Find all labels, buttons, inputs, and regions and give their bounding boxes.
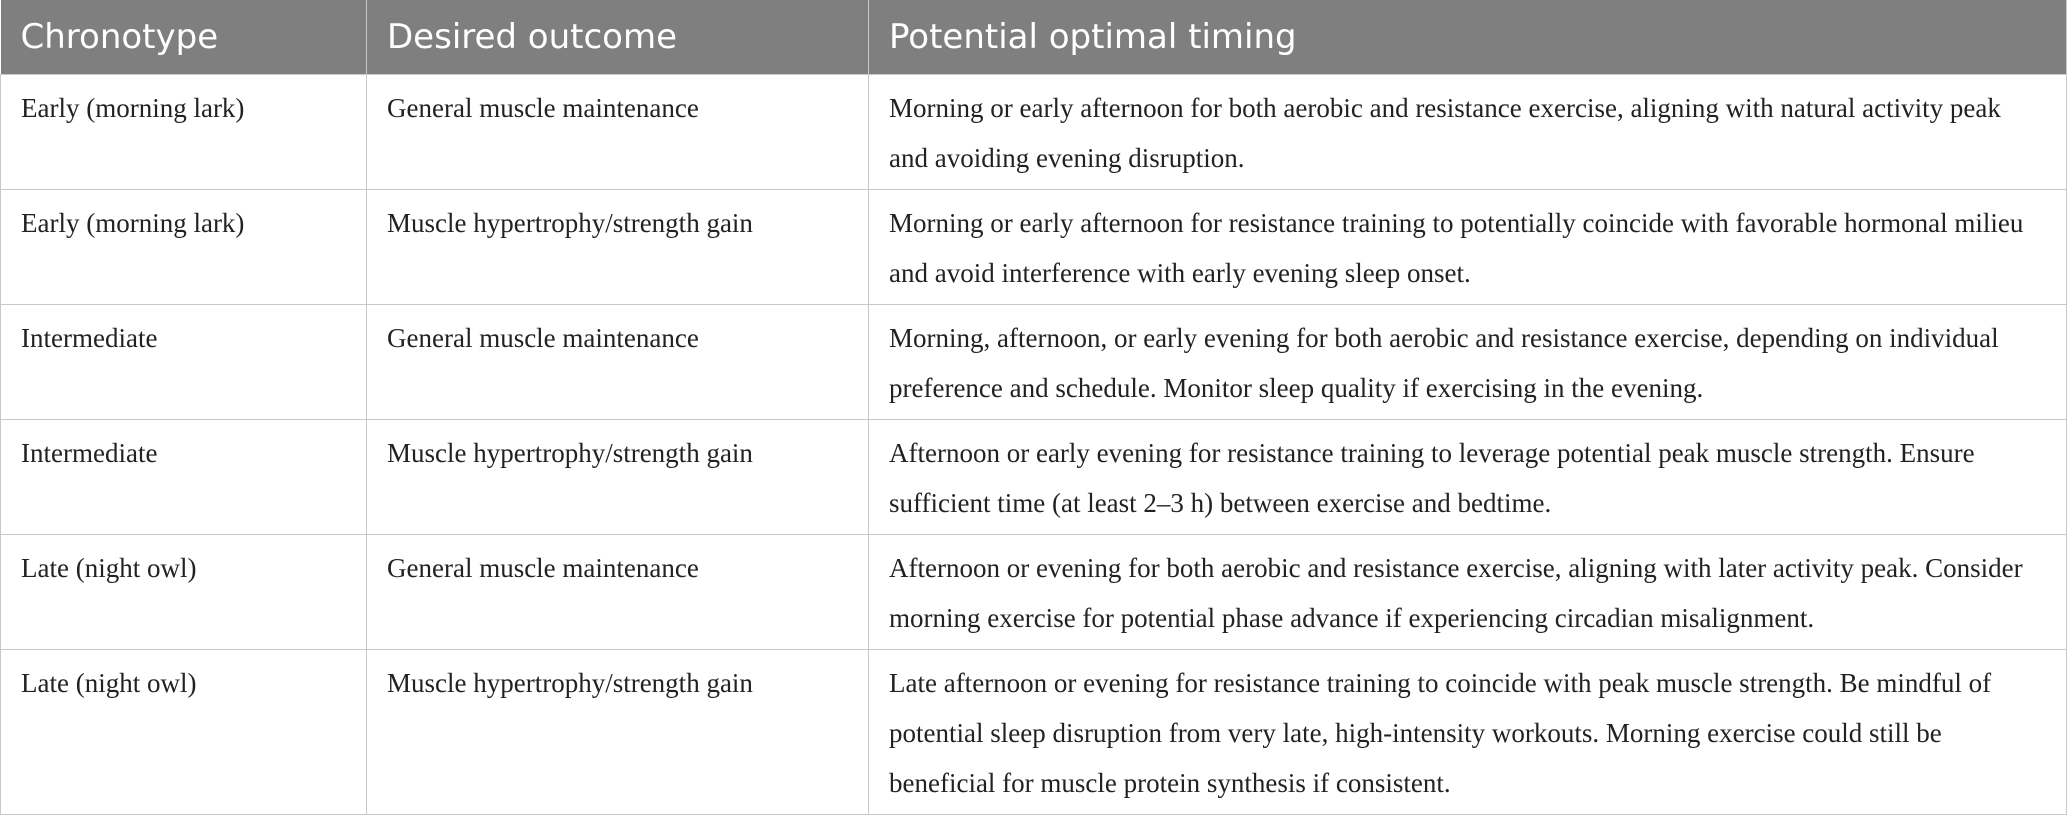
table-cell: General muscle maintenance (366, 73, 869, 190)
table-cell: Intermediate (0, 303, 367, 420)
table-cell: Late (night owl) (0, 533, 367, 650)
table-cell: Late afternoon or evening for resistance… (868, 648, 2067, 815)
table-cell: Afternoon or early evening for resistanc… (868, 418, 2067, 535)
table-cell: General muscle maintenance (366, 533, 869, 650)
table-cell: Afternoon or evening for both aerobic an… (868, 533, 2067, 650)
header-cell: Chronotype (0, 0, 367, 74)
table-row: Late (night owl) Muscle hypertrophy/stren… (0, 648, 2067, 815)
table-cell: Morning or early afternoon for both aero… (868, 73, 2067, 190)
table-cell: Muscle hypertrophy/strength gain (366, 648, 869, 815)
table-body: Early (morning lark) General muscle maint… (0, 73, 2067, 815)
table-cell: General muscle maintenance (366, 303, 869, 420)
table-cell: Morning, afternoon, or early evening for… (868, 303, 2067, 420)
table-cell: Early (morning lark) (0, 73, 367, 190)
table-cell: Intermediate (0, 418, 367, 535)
table-row: Intermediate General muscle maintenance Mo… (0, 303, 2067, 420)
table-row: Late (night owl) General muscle maintenan… (0, 533, 2067, 650)
table-cell: Late (night owl) (0, 648, 367, 815)
header-cell: Potential optimal timing (868, 0, 2067, 74)
table-cell: Muscle hypertrophy/strength gain (366, 418, 869, 535)
table-cell: Muscle hypertrophy/strength gain (366, 188, 869, 305)
table-row: Early (morning lark) General muscle maint… (0, 73, 2067, 190)
header-cell: Desired outcome (366, 0, 869, 74)
table-row: Intermediate Muscle hypertrophy/strength … (0, 418, 2067, 535)
table-cell: Morning or early afternoon for resistanc… (868, 188, 2067, 305)
table-row: Early (morning lark) Muscle hypertrophy/s… (0, 188, 2067, 305)
header-row: Chronotype Desired outcome Potential optim… (0, 0, 2067, 74)
table-cell: Early (morning lark) (0, 188, 367, 305)
